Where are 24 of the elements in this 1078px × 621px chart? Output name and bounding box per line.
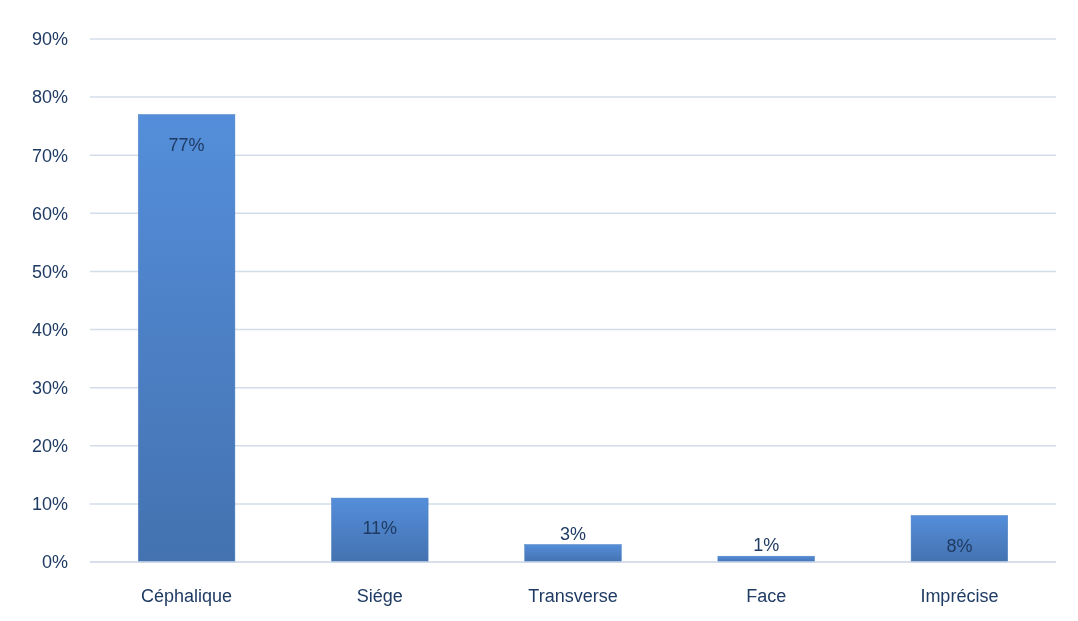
y-tick-label: 60% (31, 203, 68, 224)
y-tick-label: 0% (41, 552, 68, 573)
y-tick-label: 10% (31, 494, 68, 515)
data-label: 77% (168, 134, 205, 155)
x-tick-label: Céphalique (141, 586, 233, 606)
data-label: 1% (753, 535, 780, 556)
data-label: 3% (559, 523, 587, 544)
x-tick-label: Imprécise (920, 586, 999, 606)
y-tick-label: 30% (31, 377, 68, 398)
y-tick-label: 90% (31, 29, 68, 50)
y-tick-label: 20% (31, 436, 68, 457)
x-tick-label: Face (746, 586, 787, 606)
x-tick-label: Transverse (528, 586, 618, 606)
x-tick-label: Siége (356, 586, 403, 606)
data-label: 8% (946, 535, 973, 556)
data-label: 11% (362, 518, 398, 539)
bar (138, 114, 236, 563)
bar (331, 497, 429, 563)
y-tick-label: 50% (31, 261, 68, 282)
y-tick-label: 70% (31, 145, 68, 166)
bar (524, 544, 622, 563)
bar (910, 515, 1008, 563)
y-tick-label: 80% (31, 87, 68, 108)
y-tick-label: 40% (31, 319, 68, 340)
